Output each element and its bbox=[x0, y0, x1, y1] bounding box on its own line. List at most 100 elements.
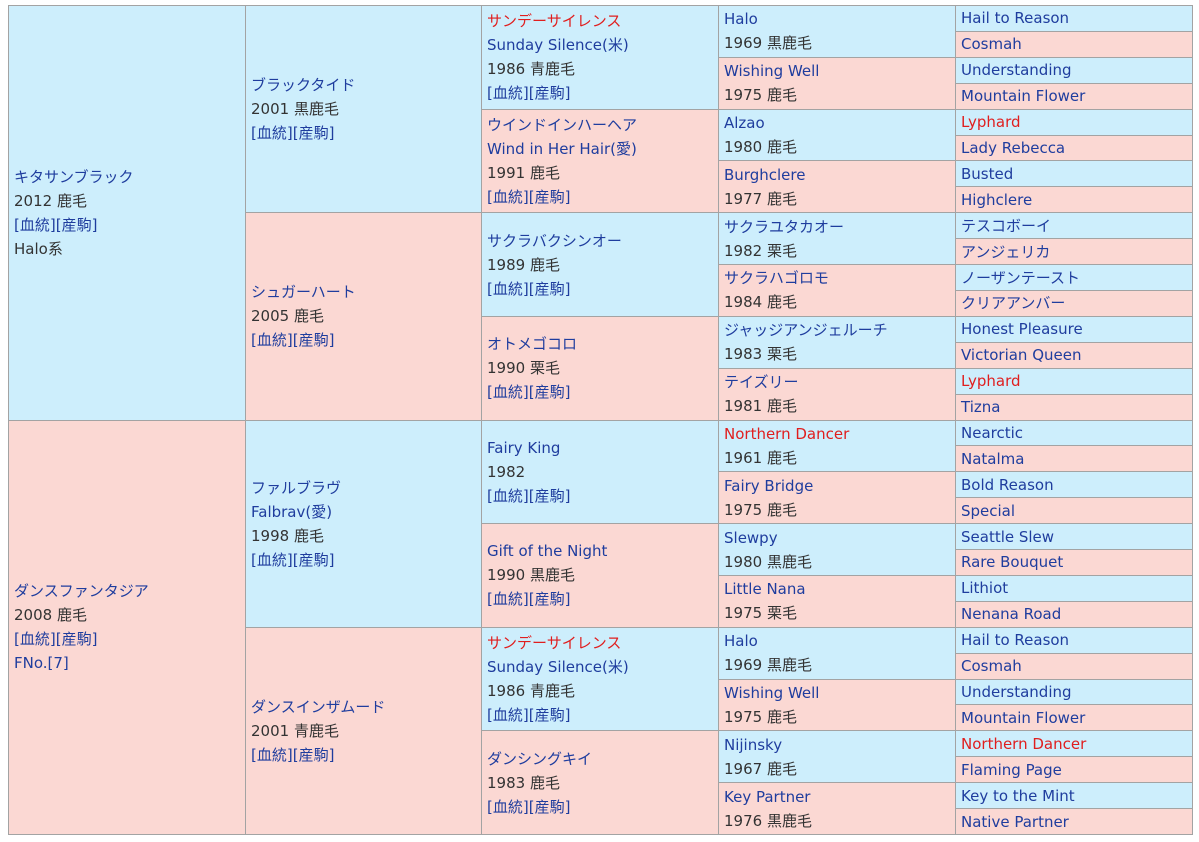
offspring-link[interactable]: [産駒] bbox=[528, 486, 571, 505]
horse-name-link[interactable]: Understanding bbox=[961, 61, 1072, 80]
pedigree-link[interactable]: [血統] bbox=[487, 590, 529, 609]
horse-name-link[interactable]: ブラックタイド bbox=[251, 76, 356, 95]
horse-name-link[interactable]: Gift of the Night bbox=[487, 542, 608, 561]
links-row: [血統][産駒] bbox=[487, 587, 713, 611]
horse-name-link[interactable]: Seattle Slew bbox=[961, 527, 1055, 546]
horse-name-link[interactable]: ジャッジアンジェルーチ bbox=[724, 321, 888, 340]
horse-name-link[interactable]: ノーザンテースト bbox=[961, 268, 1080, 287]
offspring-link[interactable]: [産駒] bbox=[528, 590, 571, 609]
horse-name-link[interactable]: ダンスファンタジア bbox=[14, 582, 149, 601]
horse-name-link[interactable]: Hail to Reason bbox=[961, 9, 1070, 28]
horse-name-link[interactable]: キタサンブラック bbox=[14, 167, 134, 186]
offspring-link[interactable]: [産駒] bbox=[292, 331, 335, 350]
links-row: [血統][産駒] bbox=[487, 81, 713, 105]
horse-name-link[interactable]: Lithiot bbox=[961, 579, 1009, 598]
horse-name-link[interactable]: Fairy King bbox=[487, 438, 561, 457]
pedigree-link[interactable]: [血統] bbox=[251, 550, 293, 569]
pedigree-link[interactable]: [血統] bbox=[487, 486, 529, 505]
horse-cell-gen5: Tizna bbox=[955, 393, 1193, 421]
horse-name-link[interactable]: Fairy Bridge bbox=[724, 476, 814, 495]
offspring-link[interactable]: [産駒] bbox=[528, 84, 571, 103]
pedigree-link[interactable]: [血統] bbox=[251, 331, 293, 350]
horse-english-name-link[interactable]: Wind in Her Hair(愛) bbox=[487, 139, 637, 158]
horse-english-name-link[interactable]: Sunday Silence(米) bbox=[487, 658, 629, 677]
horse-name-link[interactable]: Busted bbox=[961, 164, 1014, 183]
pedigree-row: Victorian Queen bbox=[9, 341, 1193, 369]
horse-name-link[interactable]: ダンスインザムード bbox=[251, 697, 386, 716]
offspring-link[interactable]: [産駒] bbox=[55, 215, 98, 234]
horse-name-link[interactable]: Nearctic bbox=[961, 423, 1024, 442]
horse-name-link[interactable]: Mountain Flower bbox=[961, 708, 1086, 727]
pedigree-link[interactable]: [血統] bbox=[487, 84, 529, 103]
horse-name-link[interactable]: Flaming Page bbox=[961, 760, 1062, 779]
horse-name-link[interactable]: アンジェリカ bbox=[961, 242, 1051, 261]
horse-name-link[interactable]: Victorian Queen bbox=[961, 346, 1082, 365]
horse-name-link[interactable]: Burghclere bbox=[724, 165, 806, 184]
pedigree-link[interactable]: [血統] bbox=[487, 279, 529, 298]
links-row: [血統][産駒] bbox=[14, 213, 240, 237]
pedigree-link[interactable]: [血統] bbox=[251, 124, 293, 143]
horse-name-link[interactable]: サクラバクシンオー bbox=[487, 231, 622, 250]
offspring-link[interactable]: [産駒] bbox=[292, 745, 335, 764]
offspring-link[interactable]: [産駒] bbox=[528, 706, 571, 725]
horse-name-link[interactable]: Bold Reason bbox=[961, 475, 1054, 494]
horse-name-link[interactable]: Little Nana bbox=[724, 580, 806, 599]
horse-name-link[interactable]: Natalma bbox=[961, 449, 1025, 468]
offspring-link[interactable]: [産駒] bbox=[528, 279, 571, 298]
horse-name-link[interactable]: Halo bbox=[724, 10, 758, 29]
offspring-link[interactable]: [産駒] bbox=[528, 797, 571, 816]
horse-name-link[interactable]: Tizna bbox=[961, 398, 1001, 417]
horse-name-link[interactable]: Understanding bbox=[961, 683, 1072, 702]
horse-name-link[interactable]: Cosmah bbox=[961, 657, 1022, 676]
offspring-link[interactable]: [産駒] bbox=[292, 124, 335, 143]
horse-name-link[interactable]: Rare Bouquet bbox=[961, 553, 1064, 572]
horse-english-name-link[interactable]: Falbrav(愛) bbox=[251, 502, 333, 521]
offspring-link[interactable]: [産駒] bbox=[292, 550, 335, 569]
horse-name-link[interactable]: Cosmah bbox=[961, 35, 1022, 54]
horse-name-link[interactable]: テイズリー bbox=[724, 373, 799, 392]
pedigree-link[interactable]: [血統] bbox=[14, 630, 56, 649]
horse-name-link[interactable]: Hail to Reason bbox=[961, 631, 1070, 650]
horse-name-link[interactable]: Alzao bbox=[724, 114, 765, 133]
horse-name-link[interactable]: ウインドインハーヘア bbox=[487, 115, 638, 134]
horse-name-link[interactable]: テスコボーイ bbox=[961, 216, 1052, 235]
horse-name-link[interactable]: Lyphard bbox=[961, 113, 1021, 132]
horse-name-link[interactable]: サクラハゴロモ bbox=[724, 269, 829, 288]
offspring-link[interactable]: [産駒] bbox=[528, 187, 571, 206]
horse-name-link[interactable]: Key Partner bbox=[724, 787, 811, 806]
horse-name-link[interactable]: オトメゴコロ bbox=[487, 335, 578, 354]
pedigree-link[interactable]: [血統] bbox=[14, 215, 56, 234]
horse-name-link[interactable]: サンデーサイレンス bbox=[487, 634, 622, 653]
pedigree-link[interactable]: [血統] bbox=[487, 187, 529, 206]
pedigree-link[interactable]: [血統] bbox=[487, 706, 529, 725]
horse-name-link[interactable]: Key to the Mint bbox=[961, 786, 1075, 805]
offspring-link[interactable]: [産駒] bbox=[528, 383, 571, 402]
horse-name-link[interactable]: Mountain Flower bbox=[961, 87, 1086, 106]
offspring-link[interactable]: [産駒] bbox=[55, 630, 98, 649]
horse-name-link[interactable]: Highclere bbox=[961, 190, 1033, 209]
horse-name-link[interactable]: サンデーサイレンス bbox=[487, 12, 622, 31]
horse-name-link[interactable]: Nijinsky bbox=[724, 735, 783, 754]
horse-name-link[interactable]: Slewpy bbox=[724, 528, 778, 547]
horse-name-link[interactable]: Northern Dancer bbox=[961, 734, 1087, 753]
pedigree-link[interactable]: [血統] bbox=[487, 383, 529, 402]
horse-name-link[interactable]: Native Partner bbox=[961, 812, 1069, 831]
horse-name-link[interactable]: Wishing Well bbox=[724, 62, 820, 81]
horse-name-link[interactable]: Special bbox=[961, 501, 1016, 520]
horse-name-link[interactable]: Lyphard bbox=[961, 372, 1021, 391]
horse-name-link[interactable]: Nenana Road bbox=[961, 605, 1062, 624]
horse-name-link[interactable]: Wishing Well bbox=[724, 683, 820, 702]
lineage-info[interactable]: FNo.[7] bbox=[14, 654, 69, 673]
horse-name-link[interactable]: ファルブラヴ bbox=[251, 478, 342, 497]
horse-name-link[interactable]: クリアアンバー bbox=[961, 294, 1066, 313]
horse-name-link[interactable]: サクラユタカオー bbox=[724, 217, 845, 236]
horse-name-link[interactable]: シュガーハート bbox=[251, 283, 356, 302]
horse-name-link[interactable]: Halo bbox=[724, 632, 758, 651]
horse-name-link[interactable]: ダンシングキイ bbox=[487, 749, 593, 768]
horse-english-name-link[interactable]: Sunday Silence(米) bbox=[487, 36, 629, 55]
horse-name-link[interactable]: Honest Pleasure bbox=[961, 320, 1083, 339]
horse-name-link[interactable]: Lady Rebecca bbox=[961, 138, 1066, 157]
horse-name-link[interactable]: Northern Dancer bbox=[724, 424, 850, 443]
pedigree-link[interactable]: [血統] bbox=[251, 745, 293, 764]
pedigree-link[interactable]: [血統] bbox=[487, 797, 529, 816]
